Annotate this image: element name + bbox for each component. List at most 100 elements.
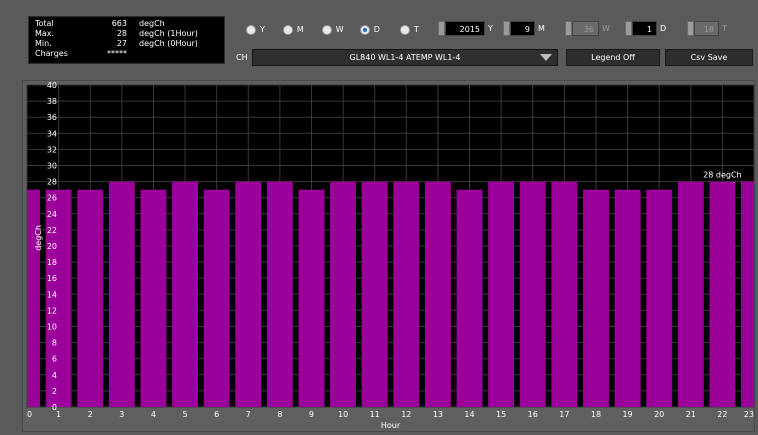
x-tick-label: 13 [433, 410, 443, 419]
period-option-time[interactable]: T [399, 24, 419, 35]
y-tick-label: 40 [47, 81, 57, 90]
radio-dot[interactable] [282, 24, 293, 35]
chart-bar [27, 189, 40, 407]
x-tick-label: 12 [401, 410, 411, 419]
chart-bar [741, 181, 754, 407]
chart-panel: 0 2 4 6 8 10 12 14 16 18 20 22 24 26 28 30 32 34 36 38 40 0 1 2… [22, 80, 755, 432]
year-unit-label: Y [488, 24, 493, 33]
x-tick-label: 9 [309, 410, 314, 419]
period-option-label: W [335, 25, 344, 34]
year-stepper[interactable] [438, 21, 445, 36]
x-tick-label: 5 [182, 410, 187, 419]
y-tick-label: 12 [47, 306, 57, 315]
month-stepper[interactable] [503, 21, 510, 36]
chart-bar [614, 189, 641, 407]
x-tick-label: 20 [654, 410, 664, 419]
time-unit-label: T [722, 24, 727, 33]
chart-bar [108, 181, 135, 407]
x-tick-label: 14 [464, 410, 474, 419]
y-tick-label: 22 [47, 226, 57, 235]
stat-row-total: Total 663 degCh [35, 19, 218, 29]
month-input[interactable]: 9 [510, 21, 535, 36]
x-tick-label: 4 [151, 410, 156, 419]
time-input: 18 [694, 21, 719, 36]
channel-select[interactable]: GL840 WL1-4 ATEMP WL1-4 [252, 49, 558, 66]
week-unit-label: W [602, 24, 610, 33]
radio-dot-selected[interactable] [359, 24, 370, 35]
period-selector: Y M W D T [232, 16, 752, 43]
stat-label: Charges [35, 49, 68, 58]
y-tick-label: 2 [52, 387, 57, 396]
stat-value: 27 [116, 39, 127, 48]
time-field: 18 T [687, 21, 727, 36]
y-tick-label: 24 [47, 210, 57, 219]
csv-save-button[interactable]: Csv Save [665, 49, 753, 66]
y-tick-label: 10 [47, 323, 57, 332]
time-stepper [687, 21, 694, 36]
period-option-label: D [373, 25, 380, 34]
chart-bar [330, 181, 357, 407]
x-tick-label: 18 [591, 410, 601, 419]
x-tick-label: 10 [338, 410, 348, 419]
radio-dot[interactable] [246, 24, 256, 35]
chart-bar [424, 181, 451, 407]
year-input[interactable]: 2015 [445, 21, 485, 36]
radio-dot[interactable] [399, 24, 410, 35]
chart-bar [298, 189, 325, 407]
stat-row-min: Min. 27 degCh (0Hour) [35, 39, 218, 49]
chart-bar [203, 189, 230, 407]
chart-bar [235, 181, 262, 407]
y-tick-label: 34 [47, 129, 57, 138]
chart-bar [361, 181, 388, 407]
stat-value: 663 [111, 19, 127, 28]
chart-bar [456, 189, 483, 407]
y-tick-label: 18 [47, 258, 57, 267]
stat-unit: degCh [139, 19, 165, 28]
chevron-down-icon[interactable] [540, 54, 552, 61]
radio-dot[interactable] [321, 24, 332, 35]
x-tick-label: 19 [622, 410, 632, 419]
stat-unit: degCh (1Hour) [139, 29, 198, 38]
day-field[interactable]: 1 D [625, 21, 666, 36]
month-field[interactable]: 9 M [503, 21, 545, 36]
period-option-year[interactable]: Y [246, 24, 265, 35]
stat-row-max: Max. 28 degCh (1Hour) [35, 29, 218, 39]
chart-bar [551, 181, 578, 407]
chart-bar [266, 181, 293, 407]
y-tick-label: 14 [47, 290, 57, 299]
stat-unit: degCh (0Hour) [139, 39, 198, 48]
bar-value-annotation: 28 degCh [703, 171, 741, 180]
x-tick-label: 11 [370, 410, 380, 419]
chart-bar [77, 189, 104, 407]
chart-bar [709, 181, 736, 407]
stat-value: ***** [107, 49, 127, 58]
period-option-day[interactable]: D [359, 24, 380, 35]
chart-bar [519, 181, 546, 407]
period-option-week[interactable]: W [321, 24, 344, 35]
stat-value: 28 [116, 29, 127, 38]
stat-label: Total [35, 19, 54, 28]
chart-bar [677, 181, 704, 407]
channel-label: CH [236, 53, 248, 62]
x-tick-label: 23 [744, 410, 754, 419]
x-tick-label: 3 [119, 410, 124, 419]
period-option-label: M [296, 25, 304, 34]
chart-bar [45, 189, 72, 407]
x-tick-label: 1 [56, 410, 61, 419]
legend-toggle-button[interactable]: Legend Off [566, 49, 660, 66]
y-tick-label: 4 [52, 371, 57, 380]
day-stepper[interactable] [625, 21, 632, 36]
period-option-label: Y [260, 25, 265, 34]
x-tick-label: 0 [27, 410, 32, 419]
period-option-month[interactable]: M [282, 24, 304, 35]
y-tick-label: 6 [52, 355, 57, 364]
year-field[interactable]: 2015 Y [438, 21, 493, 36]
x-tick-label: 2 [88, 410, 93, 419]
period-option-label: T [413, 25, 419, 34]
day-input[interactable]: 1 [632, 21, 657, 36]
y-tick-label: 26 [47, 194, 57, 203]
week-field: 36 W [565, 21, 610, 36]
chart-bar [488, 181, 515, 407]
chart-bar [582, 189, 609, 407]
